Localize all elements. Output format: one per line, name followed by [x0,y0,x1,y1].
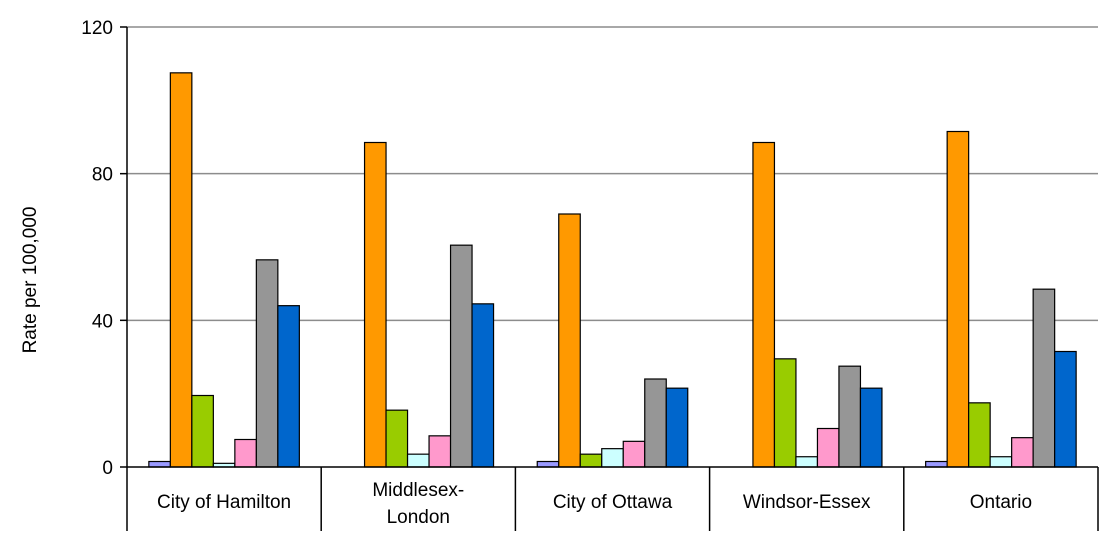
bar [795,456,819,468]
x-tick-label: City of Ottawa [553,492,673,513]
bar [773,358,797,468]
bars [148,72,1077,468]
bar [536,460,560,468]
bar [644,378,667,468]
x-tick-label: Ontario [970,492,1032,513]
bar [579,453,603,468]
axes [120,26,1099,531]
bar [752,141,776,468]
bar [989,456,1013,468]
bar [169,72,193,468]
bar [449,244,473,468]
bar [859,387,883,468]
bar [925,460,948,468]
bar [255,259,279,468]
bar [1054,350,1077,468]
y-tick-label: 80 [92,165,113,186]
bar [234,438,257,468]
axis-labels: 0 40 80 120 City of Hamilton Middlesex-London… [81,18,1032,528]
bar [1011,437,1034,468]
bar [385,409,409,468]
bar [1032,288,1056,468]
x-tick-label: City of Hamilton [157,492,291,513]
bar [471,303,495,468]
bar [665,387,689,468]
bar [191,394,214,468]
bar [428,435,452,468]
x-tick-label: Windsor-Essex [743,492,871,513]
y-tick-label: 40 [92,311,113,332]
y-axis-title: Rate per 100,000 [20,207,41,354]
bar [148,460,171,468]
bar [622,440,646,468]
bar [968,402,991,468]
x-tick-label: Middlesex-London [372,480,464,528]
bar [277,305,300,468]
bar [558,213,581,468]
bar [946,130,970,468]
y-tick-label: 0 [102,458,113,479]
bar [406,453,430,468]
bar [838,365,862,468]
bar [363,141,387,468]
bar [601,448,624,468]
bar [816,427,840,468]
y-tick-label: 120 [81,18,113,39]
